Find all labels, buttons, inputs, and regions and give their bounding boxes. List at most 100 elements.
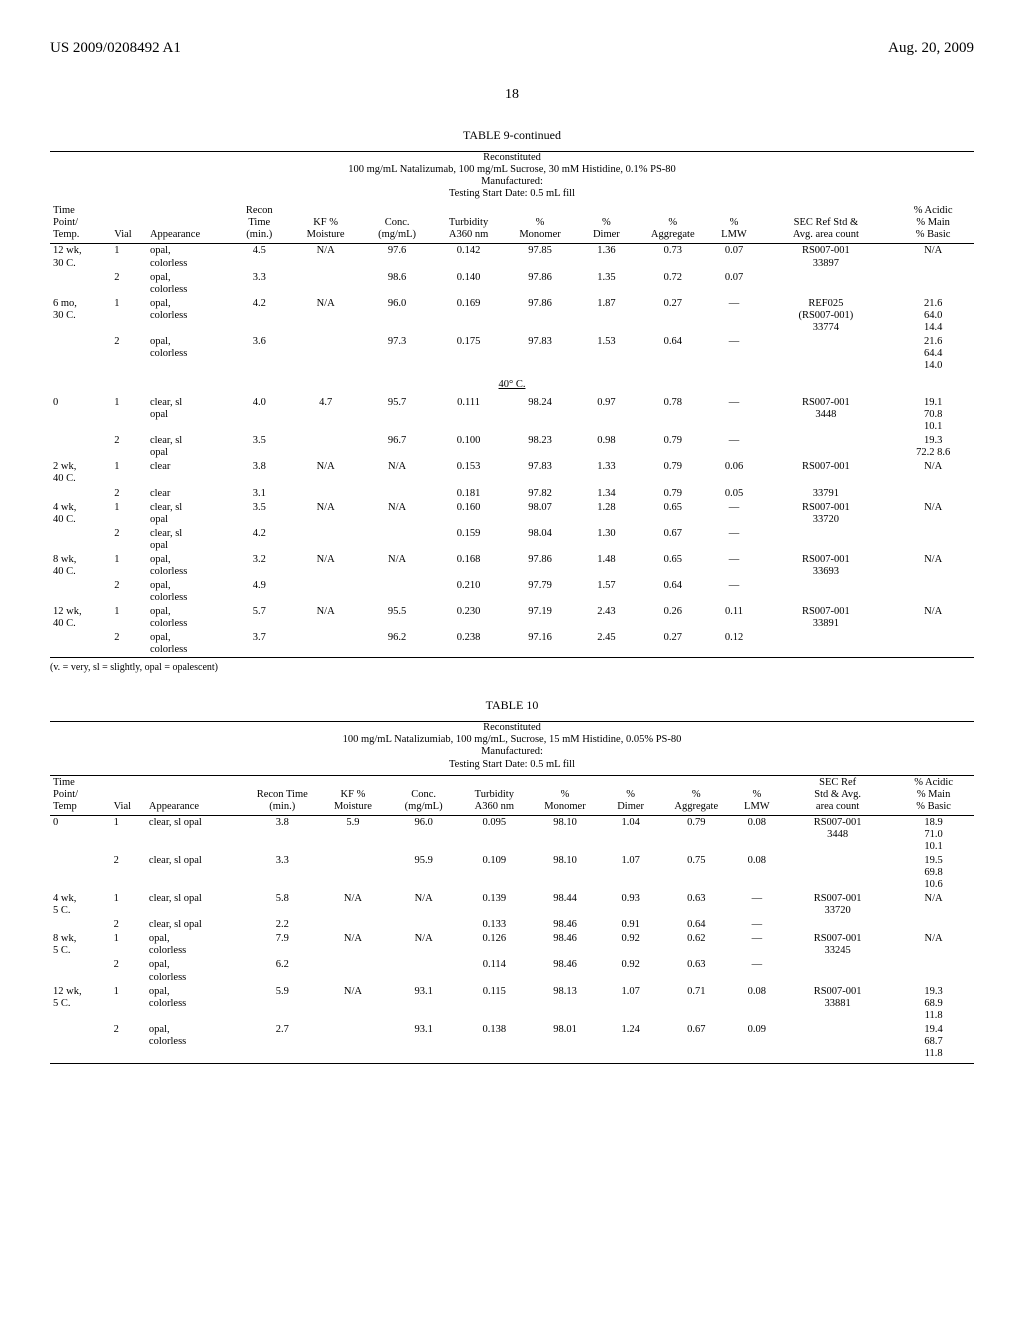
- table-cell: [290, 434, 361, 460]
- table-cell: 0.78: [637, 396, 708, 434]
- table-cell: 6.2: [247, 958, 318, 984]
- table-row: 4 wk, 40 C.1clear, sl opal3.5N/AN/A0.160…: [50, 501, 974, 527]
- table-cell: 0.06: [708, 460, 759, 486]
- table-cell: [50, 434, 111, 460]
- table-cell: 1.24: [600, 1023, 661, 1061]
- table-cell: 97.83: [504, 335, 575, 373]
- table-cell: RS007-001: [760, 460, 893, 486]
- table-cell: 93.1: [388, 1023, 459, 1061]
- table-cell: [318, 854, 389, 892]
- table-cell: opal, colorless: [147, 297, 229, 335]
- table-cell: 2: [111, 958, 146, 984]
- col-header: % Monomer: [530, 775, 601, 815]
- table-cell: 97.6: [361, 244, 432, 271]
- col-header: Conc. (mg/mL): [361, 204, 432, 244]
- table-cell: [50, 527, 111, 553]
- table-cell: 98.23: [504, 434, 575, 460]
- table-cell: 1.35: [576, 271, 637, 297]
- table-cell: 98.46: [530, 958, 601, 984]
- col-header: SEC Ref Std & Avg. area count: [782, 775, 893, 815]
- table-row: 2clear, sl opal4.20.15998.041.300.67—: [50, 527, 974, 553]
- table-cell: [290, 271, 361, 297]
- table-cell: 0.27: [637, 631, 708, 657]
- table9-title: TABLE 9-continued: [50, 128, 974, 143]
- table-cell: [50, 487, 111, 501]
- table-cell: 95.9: [388, 854, 459, 892]
- table-row: 2opal, colorless2.793.10.13898.011.240.6…: [50, 1023, 974, 1061]
- table-cell: RS007-001 33897: [760, 244, 893, 271]
- col-header: % Acidic % Main % Basic: [892, 204, 974, 244]
- table-cell: [290, 579, 361, 605]
- table-cell: 0.91: [600, 918, 661, 932]
- table-cell: [892, 631, 974, 657]
- table-cell: 0.11: [708, 605, 759, 631]
- col-header: Vial: [111, 775, 146, 815]
- section-label: 40° C.: [50, 373, 974, 396]
- table-cell: [760, 434, 893, 460]
- table-cell: 2.43: [576, 605, 637, 631]
- table-cell: 0.153: [433, 460, 504, 486]
- col-header: SEC Ref Std & Avg. area count: [760, 204, 893, 244]
- table-cell: RS007-001 33693: [760, 553, 893, 579]
- table-cell: 97.86: [504, 297, 575, 335]
- table9: Time Point/ Temp.VialAppearanceRecon Tim…: [50, 204, 974, 657]
- table-cell: [760, 579, 893, 605]
- table-cell: N/A: [892, 605, 974, 631]
- table-cell: 98.10: [530, 815, 601, 854]
- col-header: Vial: [111, 204, 147, 244]
- table-cell: REF025 (RS007-001) 33774: [760, 297, 893, 335]
- table-cell: [290, 527, 361, 553]
- divider: [50, 657, 974, 658]
- table-cell: [50, 854, 111, 892]
- table-cell: [50, 918, 111, 932]
- table-cell: [318, 1023, 389, 1061]
- table-cell: 0.05: [708, 487, 759, 501]
- table-cell: 12 wk, 5 C.: [50, 985, 111, 1023]
- table-cell: [50, 271, 111, 297]
- table-cell: [893, 958, 974, 984]
- table-cell: opal, colorless: [146, 1023, 247, 1061]
- table-cell: 5.8: [247, 892, 318, 918]
- table-cell: N/A: [290, 501, 361, 527]
- table-cell: 0.98: [576, 434, 637, 460]
- table-cell: RS007-001 33720: [760, 501, 893, 527]
- table-cell: 98.04: [504, 527, 575, 553]
- table-cell: [290, 487, 361, 501]
- table-cell: clear, sl opal: [147, 527, 229, 553]
- table-cell: 98.6: [361, 271, 432, 297]
- table-cell: —: [708, 553, 759, 579]
- table-cell: 3.8: [229, 460, 290, 486]
- table-cell: 0.73: [637, 244, 708, 271]
- table-cell: —: [708, 434, 759, 460]
- table-cell: opal, colorless: [146, 985, 247, 1023]
- table-cell: 3.6: [229, 335, 290, 373]
- table-cell: 0.08: [732, 854, 782, 892]
- table-cell: 7.9: [247, 932, 318, 958]
- table-cell: —: [708, 335, 759, 373]
- table-cell: 0.67: [661, 1023, 732, 1061]
- table-cell: 3.8: [247, 815, 318, 854]
- col-header: % Aggregate: [637, 204, 708, 244]
- table-cell: clear, sl opal: [146, 892, 247, 918]
- table-cell: 0.64: [637, 579, 708, 605]
- table-cell: opal, colorless: [147, 244, 229, 271]
- table-cell: [782, 1023, 893, 1061]
- table-cell: 1: [111, 297, 147, 335]
- table-cell: 4.7: [290, 396, 361, 434]
- table-cell: 1.07: [600, 985, 661, 1023]
- doc-number: US 2009/0208492 A1: [50, 40, 181, 57]
- table-cell: [361, 579, 432, 605]
- table-cell: N/A: [318, 892, 389, 918]
- table-cell: 1: [111, 932, 146, 958]
- table-cell: 4.5: [229, 244, 290, 271]
- table-cell: 97.86: [504, 271, 575, 297]
- table-cell: [760, 271, 893, 297]
- table-cell: 0.111: [433, 396, 504, 434]
- table-row: 2opal, colorless6.20.11498.460.920.63—: [50, 958, 974, 984]
- table-cell: opal, colorless: [146, 932, 247, 958]
- table-cell: 0.109: [459, 854, 530, 892]
- table-cell: [361, 487, 432, 501]
- table-cell: 4.0: [229, 396, 290, 434]
- table-cell: clear: [147, 460, 229, 486]
- table-cell: 2.45: [576, 631, 637, 657]
